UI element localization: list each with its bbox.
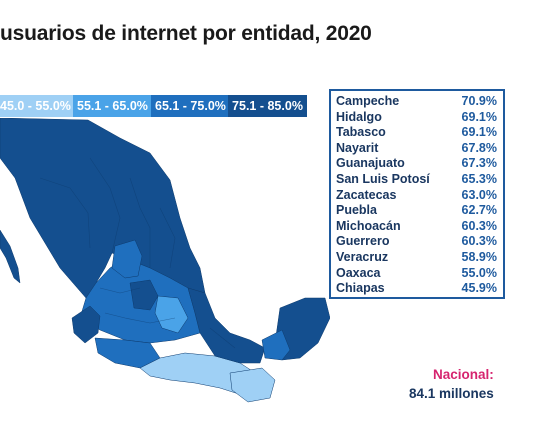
- region-center: [129, 279, 159, 311]
- page-title: usuarios de internet por entidad, 2020: [0, 22, 372, 45]
- state-name: Campeche: [336, 94, 400, 108]
- state-values-table: Campeche 70.9% Hidalgo 69.1% Tabasco 69.1% …: [329, 89, 505, 299]
- state-value: 60.3%: [461, 234, 497, 249]
- state-name: Zacatecas: [336, 187, 397, 202]
- legend-range-2: 55.1 - 65.0%: [73, 95, 151, 117]
- table-row: Chiapas 45.9%: [336, 281, 503, 297]
- state-value: 63.0%: [461, 187, 497, 202]
- region-zacatecas: [111, 239, 143, 279]
- state-name: Chiapas: [336, 281, 385, 296]
- nacional-label: Nacional:: [433, 367, 494, 382]
- state-value: 58.9%: [461, 249, 497, 264]
- region-baja: [0, 229, 21, 284]
- state-name: Tabasco: [336, 125, 386, 140]
- region-west: [71, 305, 101, 344]
- state-value: 69.1%: [461, 109, 497, 124]
- state-name: Veracruz: [336, 249, 389, 264]
- state-name: Michoacán: [336, 218, 401, 233]
- state-name: San Luis Potosí: [336, 171, 430, 186]
- mexico-choropleth-map: [0, 118, 330, 403]
- nacional-value: 84.1 millones: [409, 386, 494, 401]
- state-name: Puebla: [336, 203, 377, 218]
- legend-range-1: 45.0 - 55.0%: [0, 95, 73, 117]
- legend-range-3: 65.1 - 75.0%: [151, 95, 228, 117]
- state-name: Nayarit: [336, 140, 379, 155]
- state-value: 69.1%: [461, 125, 497, 140]
- table-row: Hidalgo 69.1%: [336, 110, 503, 126]
- region-north: [0, 118, 206, 299]
- table-row: Guerrero 60.3%: [336, 234, 503, 250]
- state-name: Hidalgo: [336, 109, 382, 124]
- state-value: 67.3%: [461, 156, 497, 171]
- table-row: Oaxaca 55.0%: [336, 266, 503, 282]
- map-legend: 45.0 - 55.0% 55.1 - 65.0% 65.1 - 75.0% 7…: [0, 95, 307, 117]
- state-value: 70.9%: [461, 94, 497, 108]
- state-name: Guanajuato: [336, 156, 405, 171]
- region-chiapas: [229, 367, 276, 403]
- table-row: Zacatecas 63.0%: [336, 188, 503, 204]
- table-row: Tabasco 69.1%: [336, 125, 503, 141]
- state-value: 65.3%: [461, 171, 497, 186]
- state-value: 55.0%: [461, 265, 497, 280]
- region-gulf: [187, 287, 266, 364]
- table-row: Guanajuato 67.3%: [336, 156, 503, 172]
- state-value: 67.8%: [461, 140, 497, 155]
- table-row: Veracruz 58.9%: [336, 250, 503, 266]
- table-row: Michoacán 60.3%: [336, 219, 503, 235]
- state-value: 45.9%: [461, 281, 497, 296]
- legend-range-4: 75.1 - 85.0%: [228, 95, 307, 117]
- table-row: San Luis Potosí 65.3%: [336, 172, 503, 188]
- state-name: Guerrero: [336, 234, 390, 249]
- state-value: 62.7%: [461, 203, 497, 218]
- table-row: Puebla 62.7%: [336, 203, 503, 219]
- state-borders: [39, 157, 236, 349]
- region-puebla: [154, 295, 189, 334]
- state-value: 60.3%: [461, 218, 497, 233]
- table-row: Nayarit 67.8%: [336, 141, 503, 157]
- table-row: Campeche 70.9%: [336, 94, 503, 110]
- state-name: Oaxaca: [336, 265, 381, 280]
- region-campeche: [261, 329, 291, 361]
